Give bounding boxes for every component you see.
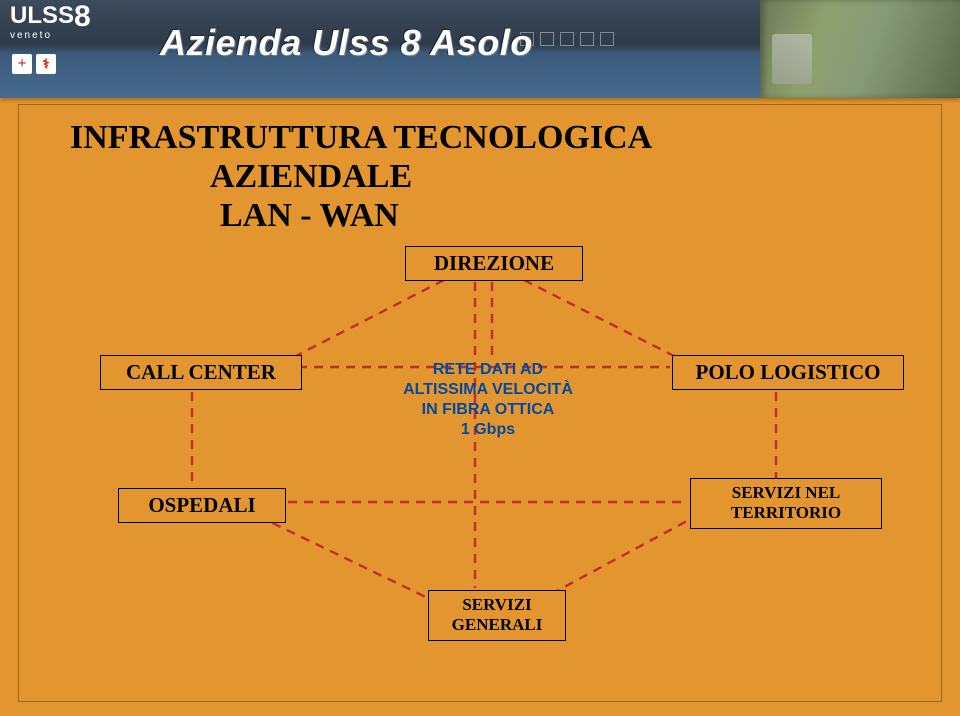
net-line-4: 1 Gbps [461, 421, 515, 438]
node-servizi-territorio: SERVIZI NELTERRITORIO [690, 478, 882, 529]
org-logo: ULSS8 veneto [10, 4, 120, 40]
header-photo [760, 0, 960, 98]
node-servizi-generali: SERVIZIGENERALI [428, 590, 566, 641]
cross-icon: + [12, 54, 32, 74]
title-line-2: AZIENDALE [70, 158, 412, 195]
net-line-2: ALTISSIMA VELOCITÀ [403, 381, 573, 398]
slide-title: INFRASTRUTTURA TECNOLOGICA AZIENDALE LAN… [0, 118, 960, 235]
app-header: ULSS8 veneto + ⚕ Azienda Ulss 8 Asolo [0, 0, 960, 98]
node-ospedali: OSPEDALI [118, 488, 286, 523]
brand-title: Azienda Ulss 8 Asolo [160, 22, 533, 64]
logo-region: veneto [10, 32, 120, 41]
caduceus-icon: ⚕ [36, 54, 56, 74]
node-direzione: DIREZIONE [405, 246, 583, 281]
logo-icons: + ⚕ [12, 54, 56, 74]
net-line-1: RETE DATI AD [433, 361, 543, 378]
logo-number: 8 [74, 4, 91, 30]
header-pattern [520, 32, 614, 46]
title-line-1: INFRASTRUTTURA TECNOLOGICA [70, 119, 652, 156]
logo-text: ULSS [10, 2, 74, 29]
net-line-3: IN FIBRA OTTICA [422, 401, 555, 418]
title-line-3: LAN - WAN [70, 197, 399, 234]
network-label: RETE DATI AD ALTISSIMA VELOCITÀ IN FIBRA… [398, 360, 578, 440]
node-polo-logistico: POLO LOGISTICO [672, 355, 904, 390]
node-call-center: CALL CENTER [100, 355, 302, 390]
